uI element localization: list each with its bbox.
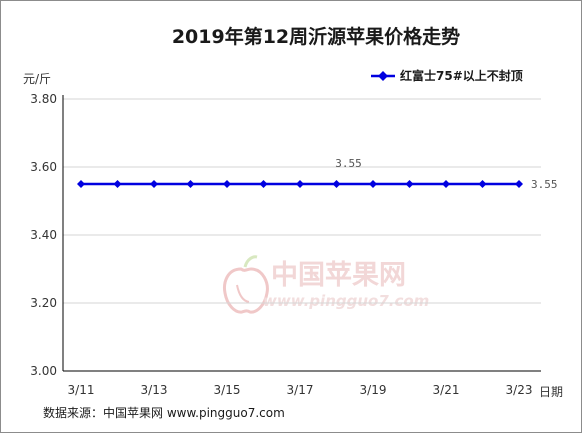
- data-point: [113, 180, 122, 188]
- x-axis-label: 日期: [539, 385, 563, 399]
- y-tick-label: 3.00: [30, 364, 57, 378]
- x-tick-label: 3/23: [506, 383, 533, 397]
- data-point: [515, 180, 523, 188]
- y-axis-unit-label: 元/斤: [23, 72, 51, 86]
- data-point: [332, 180, 341, 188]
- data-label: 3.55: [531, 178, 558, 191]
- series-layer: [77, 180, 523, 188]
- y-tick-label: 3.40: [30, 228, 57, 242]
- x-tick-label: 3/15: [214, 383, 241, 397]
- watermark: 中国苹果网 www.pingguo7.com: [223, 255, 429, 314]
- x-tick-labels: 3/11 3/13 3/15 3/17 3/19 3/21 3/23: [68, 383, 533, 397]
- data-point: [150, 180, 158, 188]
- legend-series-label: 红富士75#以上不封顶: [400, 68, 523, 83]
- legend-marker-icon: [378, 71, 388, 81]
- watermark-url: www.pingguo7.com: [263, 292, 429, 310]
- data-source: 数据来源：中国苹果网 www.pingguo7.com: [43, 405, 285, 420]
- data-point: [442, 180, 450, 188]
- x-tick-label: 3/17: [287, 383, 314, 397]
- y-tick-labels: 3.00 3.20 3.40 3.60 3.80: [30, 92, 57, 378]
- data-point: [369, 180, 377, 188]
- axes: [62, 95, 541, 372]
- data-point: [259, 180, 268, 188]
- chart-title: 2019年第12周沂源苹果价格走势: [172, 25, 460, 48]
- data-point: [478, 180, 487, 188]
- legend: 红富士75#以上不封顶: [371, 68, 523, 83]
- y-tick-label: 3.20: [30, 296, 57, 310]
- x-tick-label: 3/19: [360, 383, 387, 397]
- data-point: [405, 180, 414, 188]
- x-tick-label: 3/13: [141, 383, 168, 397]
- data-point: [77, 180, 85, 188]
- x-tick-label: 3/11: [68, 383, 95, 397]
- data-point: [223, 180, 231, 188]
- data-label: 3.55: [335, 157, 362, 170]
- watermark-text: 中国苹果网: [271, 260, 406, 291]
- data-point: [296, 180, 304, 188]
- y-tick-label: 3.80: [30, 92, 57, 106]
- y-tick-label: 3.60: [30, 160, 57, 174]
- data-labels: 3.55 3.55: [335, 157, 557, 191]
- gridlines: [63, 98, 541, 304]
- apple-logo-icon: [223, 255, 269, 314]
- data-point: [186, 180, 195, 188]
- x-tick-label: 3/21: [433, 383, 460, 397]
